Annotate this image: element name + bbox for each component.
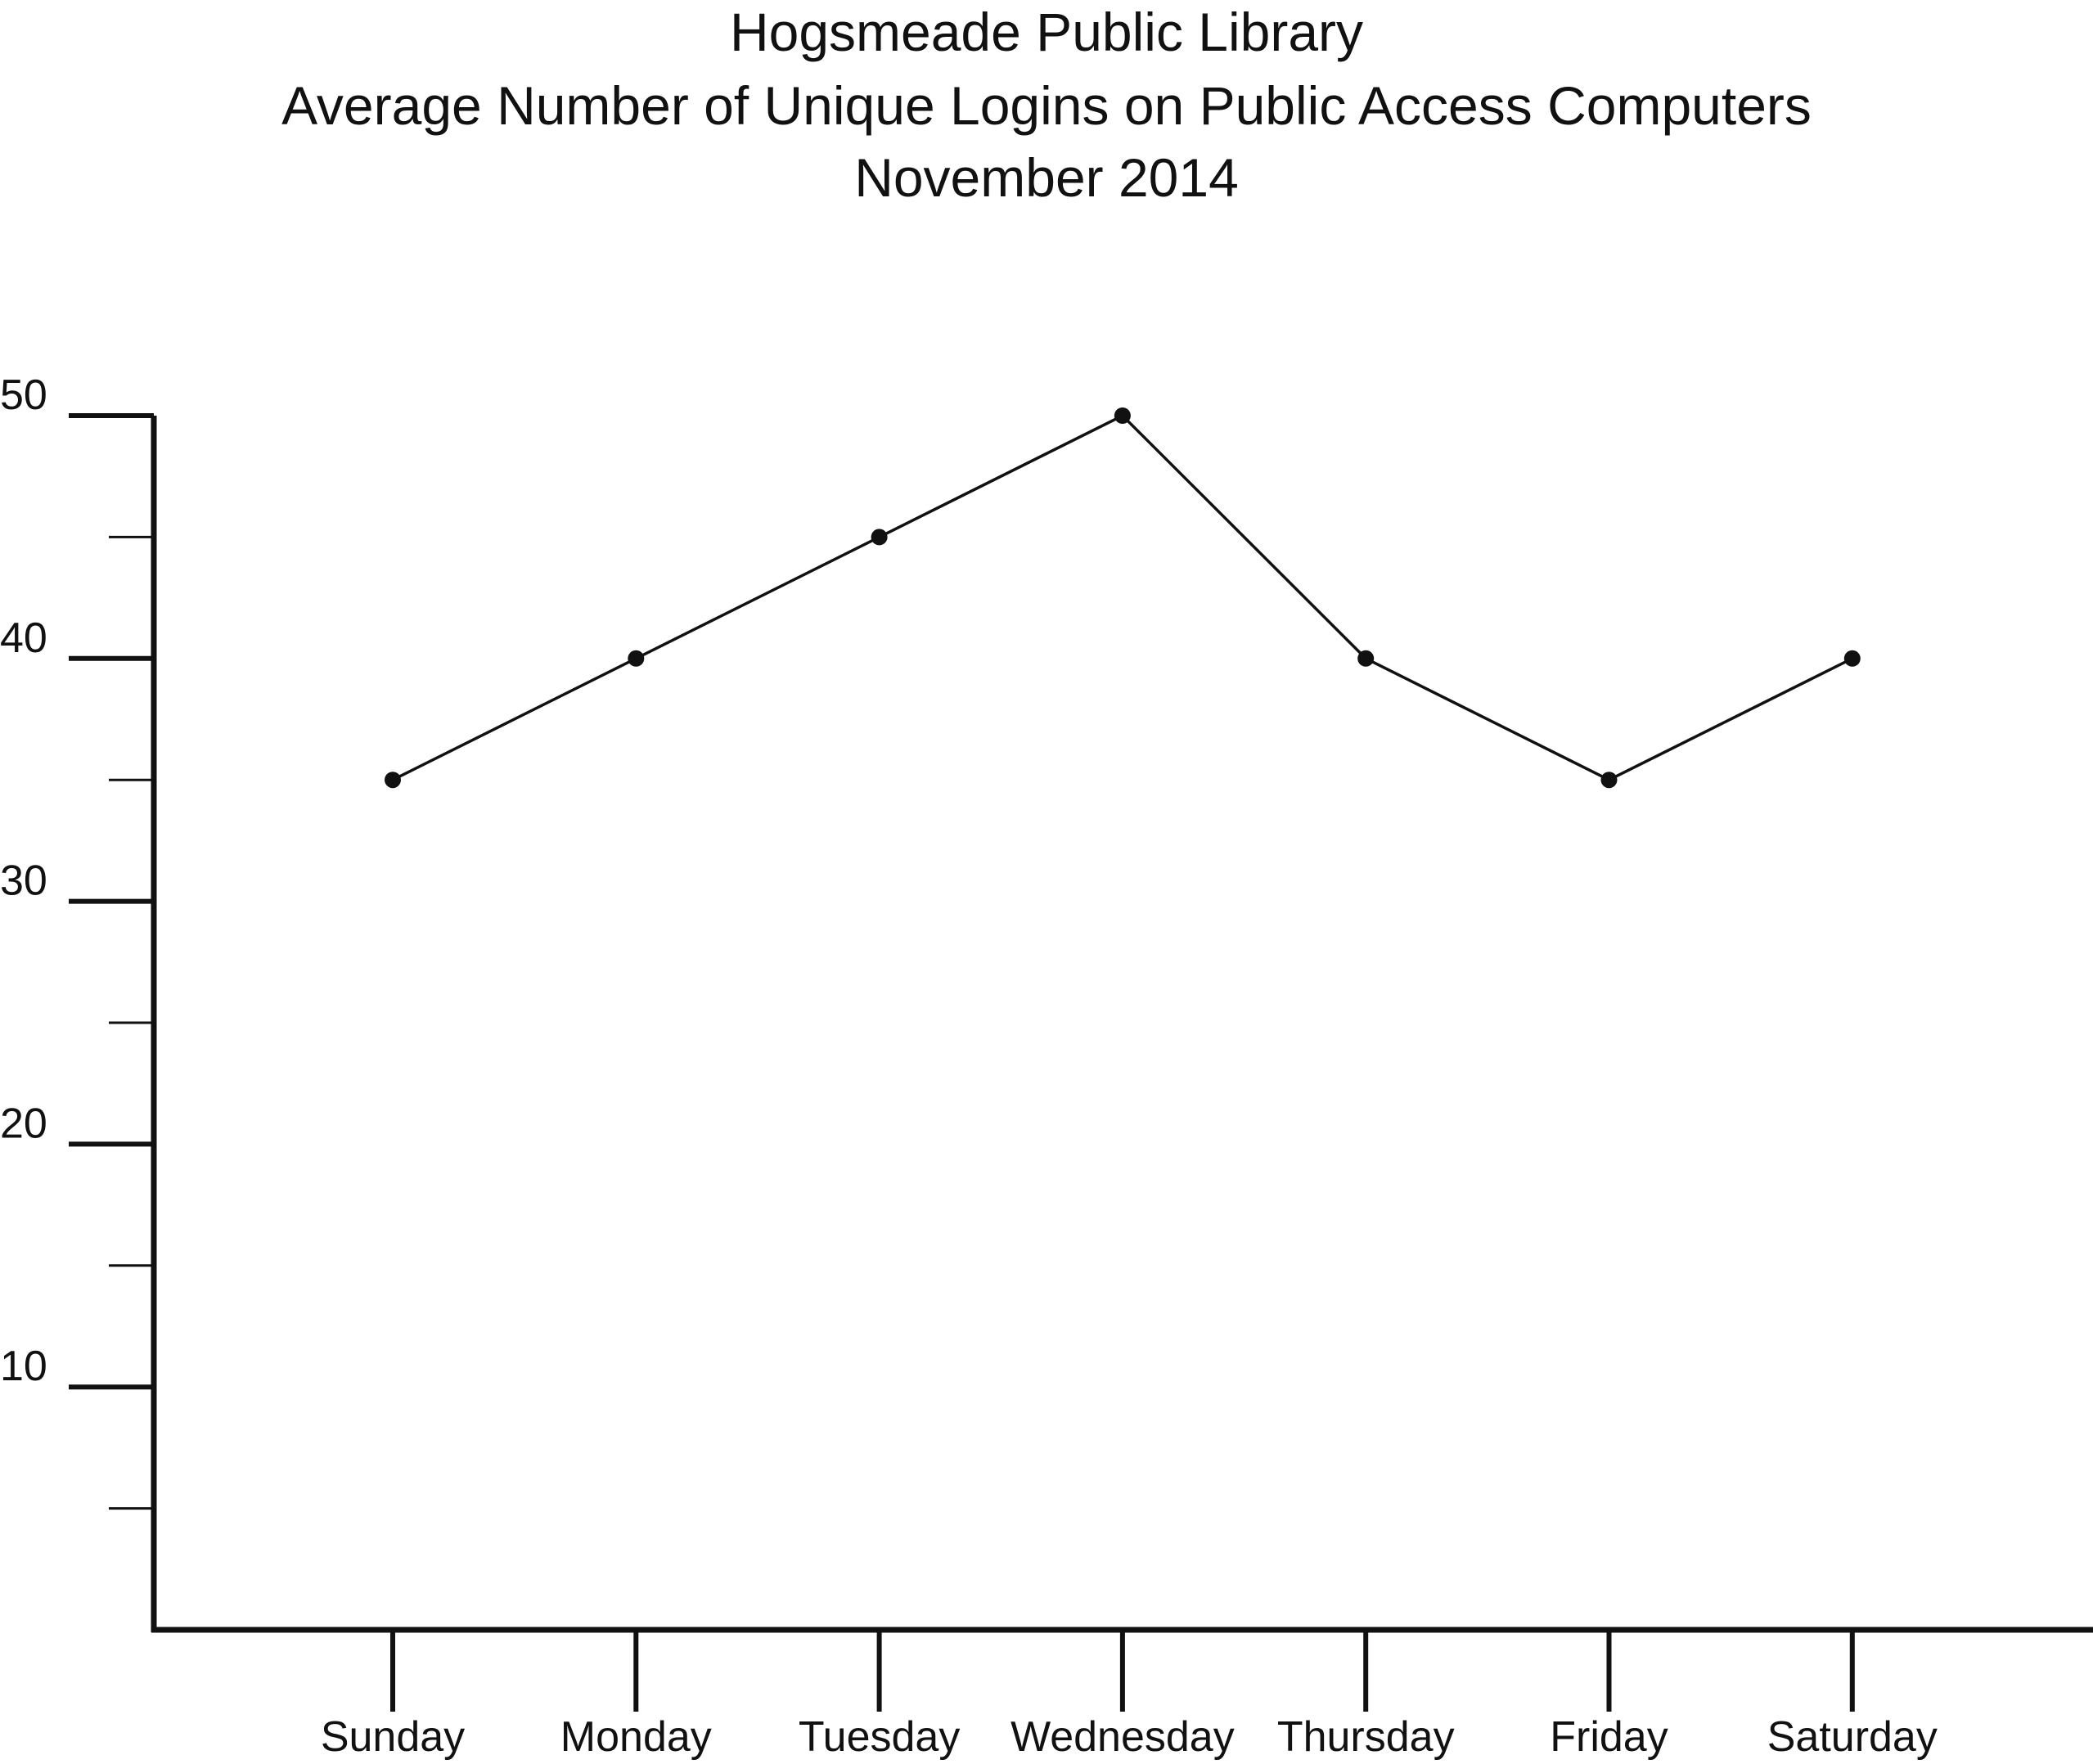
data-point <box>871 529 888 546</box>
chart-title-line-3: November 2014 <box>854 147 1239 208</box>
y-tick-label: 10 <box>0 1343 47 1390</box>
data-point <box>1357 650 1375 667</box>
series <box>385 407 1861 789</box>
data-point <box>1600 772 1618 789</box>
y-tick-label: 30 <box>0 857 47 905</box>
x-tick-label: Monday <box>560 1713 712 1761</box>
series-line <box>392 413 1853 782</box>
x-tick-label: Friday <box>1550 1713 1668 1761</box>
x-axis-ticks: Sunday Monday Tuesday Wednesday Thursday Frid… <box>321 1630 1938 1761</box>
x-tick-label: Thursday <box>1277 1713 1455 1761</box>
data-point <box>628 650 645 667</box>
data-point <box>1843 650 1861 667</box>
x-tick-label: Wednesday <box>1010 1713 1235 1761</box>
data-point <box>385 772 401 789</box>
data-point <box>1114 407 1131 424</box>
y-tick-label: 40 <box>0 614 47 662</box>
x-tick-label: Tuesday <box>799 1713 961 1761</box>
x-tick-label: Saturday <box>1767 1713 1938 1761</box>
chart-title: Hogsmeade Public Library Average Number … <box>281 2 1812 208</box>
y-tick-label: 20 <box>0 1100 47 1147</box>
y-axis-ticks: 10 20 30 40 50 <box>0 371 154 1510</box>
y-tick-label: 50 <box>0 371 47 419</box>
chart-title-line-2: Average Number of Unique Logins on Publi… <box>281 75 1812 136</box>
x-tick-label: Sunday <box>321 1713 465 1761</box>
axes <box>151 416 2093 1633</box>
chart-title-line-1: Hogsmeade Public Library <box>730 2 1363 62</box>
